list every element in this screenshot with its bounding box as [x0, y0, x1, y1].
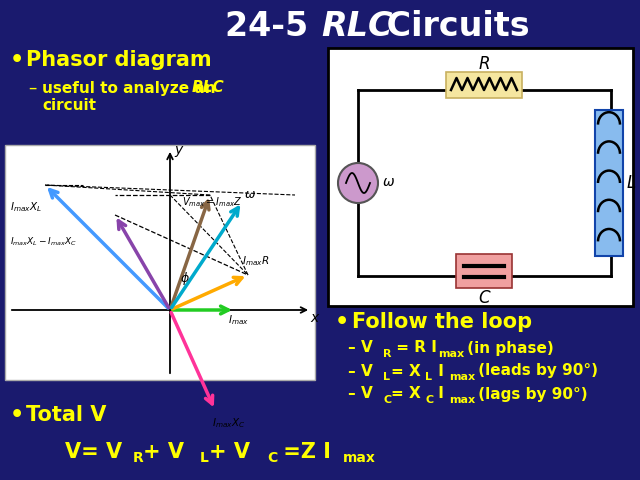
Text: $I_{max}R$: $I_{max}R$ [242, 254, 269, 268]
Text: – V: – V [348, 386, 372, 401]
Text: RLC: RLC [192, 81, 225, 96]
Text: C: C [478, 289, 490, 307]
Bar [456, 254, 512, 288]
Text: $\omega$: $\omega$ [244, 188, 256, 201]
Text: + V: + V [143, 442, 184, 462]
Text: •: • [335, 312, 349, 332]
Text: $I_{max}X_C$: $I_{max}X_C$ [212, 416, 245, 430]
Text: max: max [343, 451, 376, 465]
Text: 24-5: 24-5 [225, 11, 320, 44]
Bar [595, 110, 623, 256]
Text: useful to analyze an: useful to analyze an [42, 81, 221, 96]
Text: C: C [383, 395, 391, 405]
Text: Circuits: Circuits [375, 11, 530, 44]
Text: Follow the loop: Follow the loop [352, 312, 532, 332]
Text: max: max [449, 395, 475, 405]
Text: I: I [433, 386, 444, 401]
Text: Phasor diagram: Phasor diagram [26, 50, 212, 70]
Text: –: – [28, 79, 36, 97]
Text: Total V: Total V [26, 405, 106, 425]
Bar [446, 72, 522, 98]
Text: •: • [10, 50, 24, 70]
Text: L: L [425, 372, 432, 382]
Text: max: max [449, 372, 475, 382]
Text: $V_{max}=I_{max}Z$: $V_{max}=I_{max}Z$ [182, 195, 243, 209]
Circle shape [338, 163, 378, 203]
Text: L: L [200, 451, 209, 465]
Text: $\phi$: $\phi$ [180, 270, 190, 287]
Text: + V: + V [209, 442, 250, 462]
Text: = X: = X [391, 386, 420, 401]
Bar [5, 145, 315, 380]
Text: RLC: RLC [321, 11, 392, 44]
Text: $I_{max}X_L$: $I_{max}X_L$ [10, 200, 42, 214]
Text: L: L [627, 174, 636, 192]
Text: $I_{max}$: $I_{max}$ [228, 313, 249, 327]
Text: I: I [433, 363, 444, 379]
Text: (in phase): (in phase) [462, 340, 554, 356]
Text: max: max [438, 349, 464, 359]
Text: – V: – V [348, 363, 372, 379]
Text: =Z I: =Z I [276, 442, 331, 462]
Text: C: C [267, 451, 277, 465]
Text: R: R [133, 451, 144, 465]
Text: – V: – V [348, 340, 372, 356]
Bar [328, 48, 633, 306]
Text: V= V: V= V [65, 442, 122, 462]
Text: $\omega$: $\omega$ [382, 175, 395, 189]
Text: (lags by 90°): (lags by 90°) [473, 386, 588, 401]
Text: L: L [383, 372, 390, 382]
Text: = R I: = R I [391, 340, 437, 356]
Text: R: R [478, 55, 490, 73]
Text: $I_{max}X_L - I_{max}X_C$: $I_{max}X_L - I_{max}X_C$ [10, 236, 77, 249]
Text: (leads by 90°): (leads by 90°) [473, 363, 598, 379]
Text: •: • [10, 405, 24, 425]
Text: C: C [425, 395, 433, 405]
Text: circuit: circuit [42, 97, 96, 112]
Text: = X: = X [391, 363, 420, 379]
Text: x: x [310, 311, 318, 325]
Text: y: y [174, 143, 182, 157]
Text: R: R [383, 349, 392, 359]
